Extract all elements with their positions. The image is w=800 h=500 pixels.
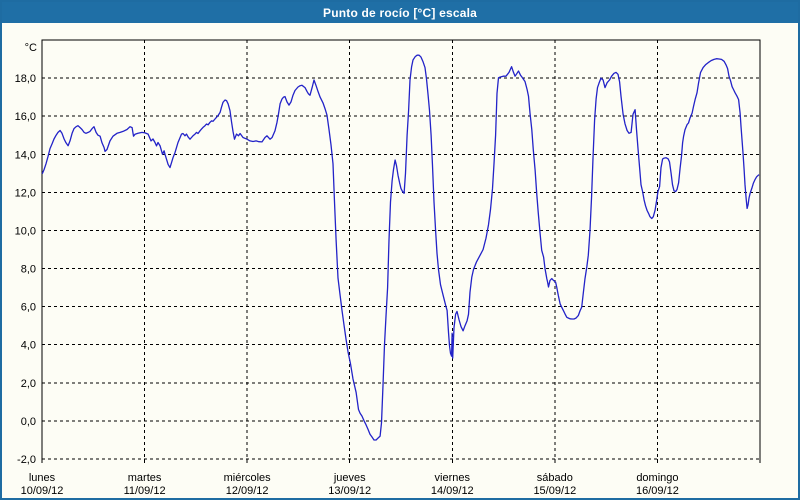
dewpoint-line-group bbox=[41, 54, 760, 441]
plot-frame bbox=[41, 39, 761, 463]
y-axis-unit-label: °C bbox=[25, 42, 37, 54]
y-tick-label: 12,0 bbox=[15, 187, 36, 199]
x-tick-date-label: 12/09/12 bbox=[226, 485, 269, 497]
x-tick-date-label: 16/09/12 bbox=[636, 485, 679, 497]
x-tick-day-label: lunes bbox=[29, 472, 56, 484]
y-tick-label: 2,0 bbox=[21, 378, 36, 390]
x-tick-day-label: viernes bbox=[435, 472, 471, 484]
y-tick-label: 4,0 bbox=[21, 340, 36, 352]
y-tick-label: 6,0 bbox=[21, 302, 36, 314]
x-tick-date-label: 11/09/12 bbox=[124, 485, 166, 497]
y-tick-label: 8,0 bbox=[21, 264, 36, 276]
window-titlebar: Punto de rocío [°C] escala bbox=[2, 2, 798, 23]
x-tick-day-label: domingo bbox=[636, 472, 678, 484]
x-tick-day-label: miércoles bbox=[224, 472, 272, 484]
y-tick-label: 14,0 bbox=[15, 149, 36, 161]
y-tick-label: 0,0 bbox=[21, 416, 36, 428]
y-tick-label: 10,0 bbox=[15, 225, 36, 237]
x-tick-day-label: jueves bbox=[333, 472, 366, 484]
x-tick-date-label: 14/09/12 bbox=[431, 485, 474, 497]
x-tick-day-label: sábado bbox=[537, 472, 573, 484]
y-axis-labels: 18,0 16,0 14,0 12,0 10,0 8,0 6,0 4,0 2,0 0,0 -2,0 °… bbox=[15, 42, 37, 466]
x-tick-day-label: martes bbox=[128, 472, 162, 484]
y-tick-label: 16,0 bbox=[15, 111, 36, 123]
x-tick-date-label: 10/09/12 bbox=[21, 485, 64, 497]
gridlines bbox=[42, 40, 760, 460]
axis-ticks bbox=[41, 459, 761, 463]
x-tick-date-label: 15/09/12 bbox=[533, 485, 576, 497]
y-tick-label: -2,0 bbox=[17, 454, 36, 466]
y-tick-label: 18,0 bbox=[15, 73, 36, 85]
dewpoint-line bbox=[41, 54, 760, 441]
window-title: Punto de rocío [°C] escala bbox=[322, 5, 478, 20]
plot-border bbox=[41, 39, 761, 463]
x-tick-date-label: 13/09/12 bbox=[328, 485, 371, 497]
